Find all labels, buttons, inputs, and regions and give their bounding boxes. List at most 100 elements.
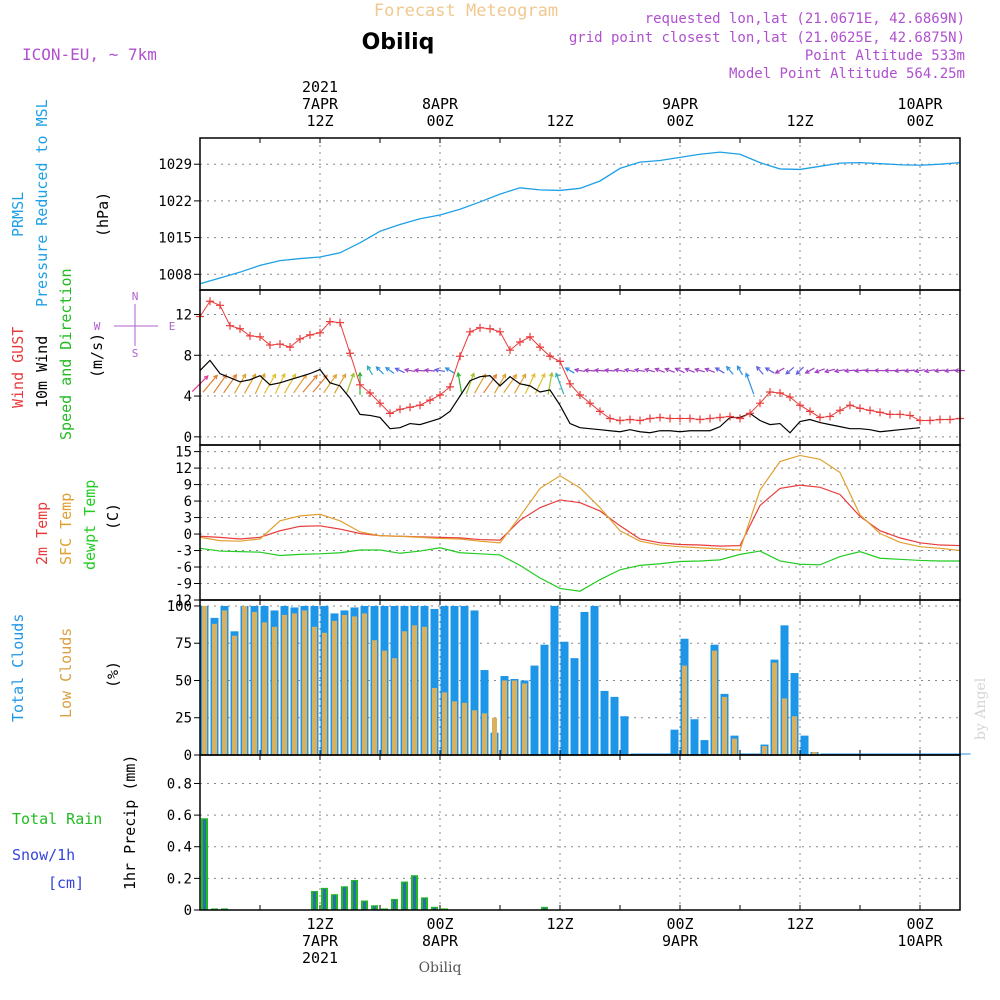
wind-arrow	[785, 366, 795, 375]
y-tick-label: 25	[175, 711, 192, 727]
gust-marker	[676, 414, 684, 423]
wind-arrow	[604, 369, 616, 372]
low-cloud-bar	[242, 605, 247, 755]
low-cloud-bar	[402, 631, 407, 755]
y-tick-label: 1015	[158, 231, 192, 247]
wind-arrow	[404, 369, 416, 373]
bottom-time-label: 7APR	[302, 932, 339, 950]
wind-arrow-head	[241, 373, 247, 379]
gust-marker	[226, 321, 234, 330]
total-cloud-bar	[700, 740, 709, 755]
gust-line	[199, 300, 961, 422]
y-tick-label: 4	[184, 389, 192, 405]
wind-arrow	[944, 369, 956, 372]
wind-arrow	[293, 374, 307, 394]
total-cloud-bar	[530, 665, 539, 755]
rain-bar	[381, 908, 388, 910]
footer-location: Obiliq	[419, 960, 462, 976]
gust-marker	[636, 416, 644, 425]
wind-arrow-head	[366, 365, 372, 371]
low-cloud-bar	[392, 658, 397, 755]
low-cloud-bar	[312, 626, 317, 755]
gust-marker	[416, 401, 424, 410]
wind-arrow-head	[704, 367, 710, 373]
y-tick-label: 8	[184, 348, 192, 364]
gust-marker	[286, 343, 294, 352]
wind-arrow-head	[350, 372, 355, 378]
wind-arrow-head	[804, 369, 810, 374]
total-cloud-bar	[600, 690, 609, 755]
gust-marker	[926, 416, 934, 425]
wind-arrow	[202, 375, 218, 393]
y-tick-label: 50	[175, 673, 192, 689]
bottom-time-label: 8APR	[422, 932, 459, 950]
bottom-time-label: 00Z	[906, 915, 933, 933]
wind-arrow	[376, 366, 384, 375]
gust-marker	[626, 415, 634, 424]
low-cloud-bar	[222, 610, 227, 755]
low-cloud-bar	[212, 623, 217, 755]
panel-frame	[199, 754, 961, 911]
wind-unit: (m/s)	[88, 333, 106, 378]
top-time-label: 10APR	[897, 95, 943, 113]
wind-arrow-head	[481, 373, 487, 379]
gust-marker	[916, 416, 924, 425]
low-cloud-bar	[522, 683, 527, 755]
wind-arrow	[634, 369, 646, 373]
compass-n: N	[132, 290, 139, 303]
wind-arrow-head	[564, 367, 570, 372]
low-cloud-bar	[792, 716, 797, 755]
total-cloud-bar	[450, 605, 459, 755]
gust-marker	[856, 404, 864, 413]
y-tick-label: 12	[175, 307, 192, 323]
low-cloud-bar	[362, 613, 367, 755]
wind-arrow-head	[384, 366, 390, 372]
wind-arrow-head	[433, 367, 440, 373]
gust-label: Wind GUST	[9, 327, 27, 408]
gust-marker	[356, 380, 364, 389]
total-clouds-label: Total Clouds	[9, 614, 27, 722]
low-cloud-bar	[432, 687, 437, 755]
y-tick-label: 1008	[158, 267, 192, 283]
panel-frame	[199, 289, 961, 446]
wind-arrow-head	[736, 365, 742, 371]
rain-bar-inner	[363, 901, 366, 910]
gust-marker	[616, 416, 624, 425]
top-time-label: 00Z	[666, 112, 693, 130]
rain-bar-inner	[543, 907, 546, 910]
wind-arrow	[825, 368, 835, 373]
y-tick-label: -6	[175, 560, 192, 576]
wind-arrow-head	[923, 368, 930, 374]
bottom-time-label: 9APR	[662, 932, 699, 950]
gust-marker	[346, 349, 354, 358]
top-time-label: 7APR	[302, 95, 339, 113]
rain-label: Total Rain	[12, 810, 102, 828]
wind-arrow-head	[291, 373, 297, 379]
wind-arrow	[775, 367, 785, 374]
wind-arrow	[705, 368, 715, 373]
y-tick-label: 75	[175, 636, 192, 652]
wind-arrow	[524, 373, 536, 395]
low-cloud-bar	[502, 680, 507, 755]
rain-bar-inner	[203, 819, 206, 910]
total-cloud-bar	[540, 644, 549, 755]
rain-bar-inner	[373, 906, 376, 910]
gust-marker	[686, 414, 694, 423]
wind-arrow	[473, 373, 487, 394]
wind-arrow	[483, 374, 497, 394]
rain-bar-inner	[413, 876, 416, 910]
wind-arrow-head	[555, 372, 560, 378]
gust-marker	[886, 410, 894, 419]
wind-arrow-head	[725, 365, 731, 371]
wind-arrow	[894, 369, 906, 372]
wind-arrow-head	[764, 367, 770, 372]
compass-s: S	[132, 347, 139, 360]
low-cloud-bar	[722, 696, 727, 755]
top-time-label: 00Z	[906, 112, 933, 130]
low-cloud-bar	[272, 626, 277, 755]
low-cloud-bar	[322, 632, 327, 755]
wind-arrow	[765, 367, 775, 374]
wind-arrow-head	[541, 372, 546, 378]
gust-marker	[456, 352, 464, 361]
gust-marker	[646, 414, 654, 423]
